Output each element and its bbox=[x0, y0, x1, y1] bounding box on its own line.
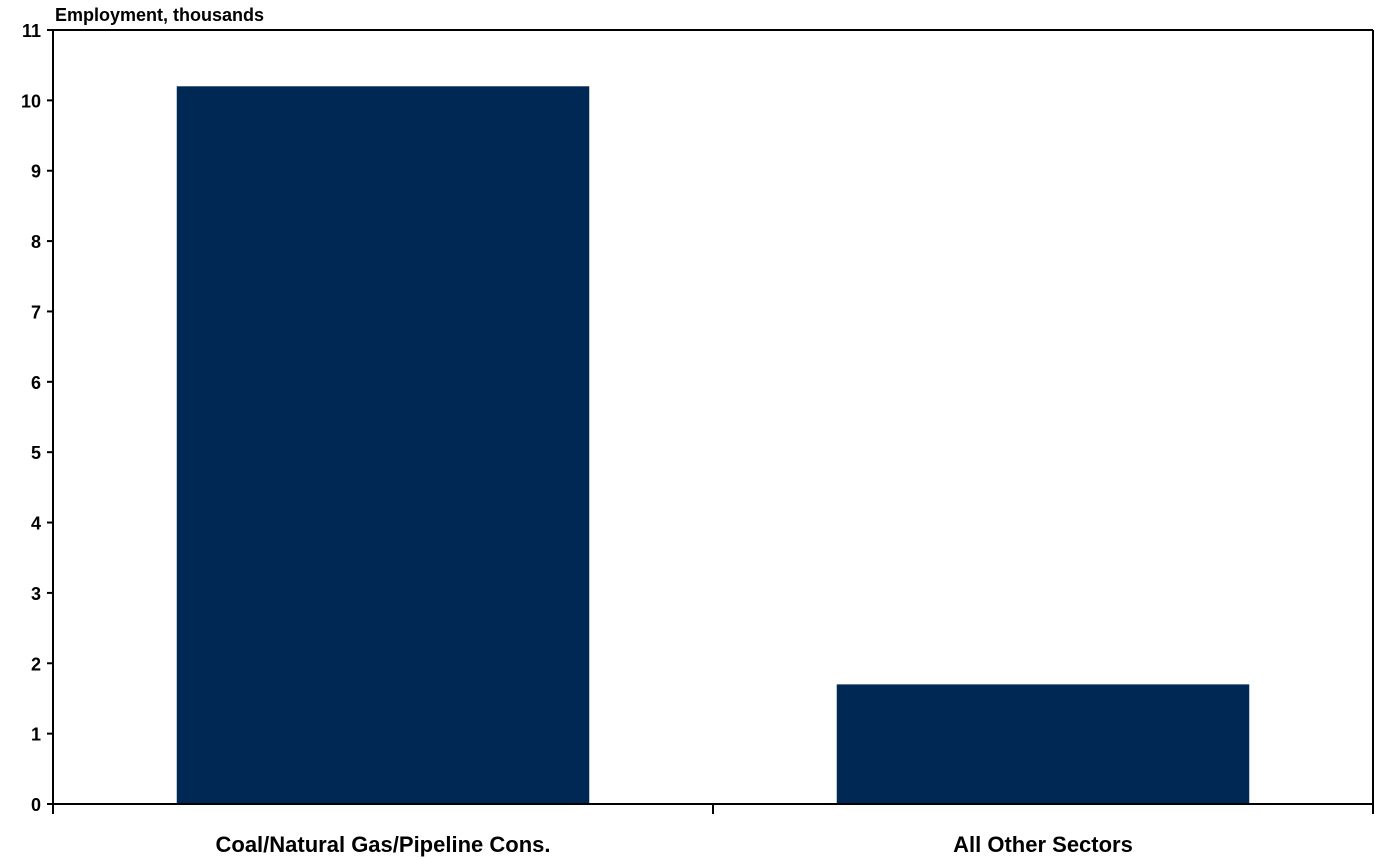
x-tick-label: All Other Sectors bbox=[953, 832, 1133, 857]
y-tick-label: 11 bbox=[22, 21, 41, 41]
x-labels-group: Coal/Natural Gas/Pipeline Cons. All Other… bbox=[216, 832, 1133, 857]
y-tick-label: 7 bbox=[31, 302, 41, 322]
y-tick-label: 6 bbox=[31, 373, 41, 393]
y-axis-label: Employment, thousands bbox=[55, 5, 264, 25]
y-tick-label: 0 bbox=[31, 795, 41, 815]
bar bbox=[836, 684, 1250, 804]
y-tick-label: 9 bbox=[31, 162, 41, 182]
y-tick-label: 10 bbox=[21, 91, 41, 111]
y-tick-label: 3 bbox=[31, 584, 41, 604]
bars-group bbox=[176, 86, 1250, 805]
y-tick-label: 1 bbox=[31, 725, 41, 745]
x-tick-label: Coal/Natural Gas/Pipeline Cons. bbox=[216, 832, 551, 857]
y-tick-label: 8 bbox=[31, 232, 41, 252]
y-ticks-group: 0 1 2 3 4 5 6 7 8 9 10 11 bbox=[21, 21, 53, 815]
y-tick-label: 2 bbox=[31, 654, 41, 674]
y-tick-label: 5 bbox=[31, 443, 41, 463]
y-tick-label: 4 bbox=[31, 514, 41, 534]
axes-group bbox=[52, 29, 1374, 814]
bar bbox=[176, 86, 590, 805]
